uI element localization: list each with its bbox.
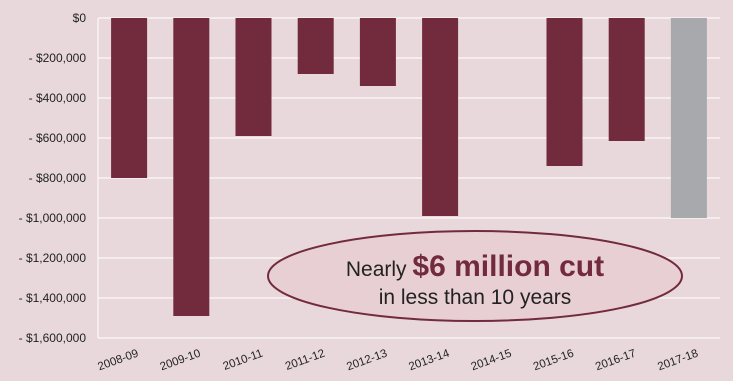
y-tick-label: - $1,400,000 — [19, 291, 87, 305]
annotation-emphasis: $6 million cut — [412, 250, 604, 283]
x-tick-label: 2008-09 — [96, 348, 140, 374]
x-tick-label: 2012-13 — [345, 348, 389, 374]
bar-2009-10 — [173, 18, 210, 316]
y-tick-label: - $400,000 — [29, 91, 87, 105]
bar-2017-18 — [670, 18, 707, 218]
y-tick-label: - $800,000 — [29, 171, 87, 185]
y-tick-label: - $600,000 — [29, 131, 87, 145]
bar-2008-09 — [111, 18, 148, 178]
x-tick-label: 2016-17 — [594, 348, 638, 374]
y-tick-label: - $1,600,000 — [19, 331, 87, 345]
bars — [111, 18, 707, 316]
x-tick-label: 2017-18 — [656, 348, 700, 374]
annotation-ellipse — [267, 230, 683, 322]
x-tick-label: 2010-11 — [222, 348, 265, 373]
x-tick-label: 2009-10 — [159, 348, 203, 374]
bar-2016-17 — [608, 18, 645, 141]
bar-2010-11 — [235, 18, 272, 136]
bar-2012-13 — [359, 18, 396, 86]
x-tick-label: 2011-12 — [284, 348, 327, 373]
y-tick-label: - $1,200,000 — [19, 251, 87, 265]
bar-2013-14 — [422, 18, 459, 216]
annotation-line2: in less than 10 years — [379, 286, 572, 309]
x-tick-label: 2015-16 — [532, 348, 576, 374]
y-tick-label: - $200,000 — [29, 51, 87, 65]
annotation-callout: Nearly $6 million cut in less than 10 ye… — [267, 230, 683, 322]
x-tick-label: 2014-15 — [470, 348, 514, 374]
bar-2015-16 — [546, 18, 583, 166]
x-tick-label: 2013-14 — [407, 347, 451, 373]
y-tick-label: - $1,000,000 — [19, 211, 87, 225]
y-tick-label: $0 — [73, 11, 87, 25]
bar-2011-12 — [297, 18, 334, 74]
annotation-prefix: Nearly — [346, 258, 413, 281]
annotation-line1: Nearly $6 million cut — [346, 250, 604, 283]
